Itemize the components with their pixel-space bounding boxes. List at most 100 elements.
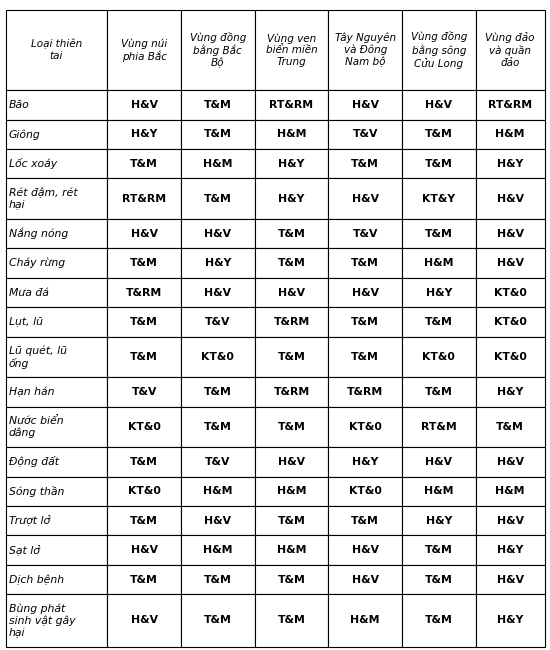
Text: T&RM: T&RM [273, 387, 310, 397]
Bar [107, 120, 181, 149]
Bar [107, 90, 181, 120]
Bar [328, 90, 402, 120]
Text: Tây Nguyên
và Đông
Nam bộ: Tây Nguyên và Đông Nam bộ [334, 32, 396, 68]
Bar [476, 219, 544, 248]
Text: H&M: H&M [203, 545, 233, 555]
Bar [402, 90, 476, 120]
Text: H&V: H&V [497, 575, 524, 584]
Bar [328, 536, 402, 565]
Bar [328, 594, 402, 647]
Text: H&V: H&V [351, 100, 379, 110]
Bar [402, 337, 476, 377]
Text: H&V: H&V [130, 545, 158, 555]
Text: T&M: T&M [278, 515, 305, 526]
Text: KT&0: KT&0 [422, 352, 455, 362]
Text: KT&0: KT&0 [128, 422, 161, 432]
Text: H&V: H&V [130, 229, 158, 239]
Text: H&M: H&M [277, 486, 306, 497]
Text: H&M: H&M [277, 545, 306, 555]
Text: T&M: T&M [204, 129, 232, 139]
Bar [181, 407, 255, 447]
Text: H&Y: H&Y [497, 545, 523, 555]
Bar [476, 10, 544, 90]
Text: H&V: H&V [425, 457, 453, 467]
Bar [6, 407, 107, 447]
Bar [476, 307, 544, 337]
Bar [476, 476, 544, 506]
Text: H&V: H&V [278, 457, 305, 467]
Bar [107, 179, 181, 219]
Bar [328, 565, 402, 594]
Bar [476, 594, 544, 647]
Text: H&Y: H&Y [278, 159, 305, 169]
Text: KT&0: KT&0 [494, 317, 526, 327]
Text: T&M: T&M [204, 100, 232, 110]
Bar [402, 407, 476, 447]
Bar [181, 565, 255, 594]
Bar [107, 476, 181, 506]
Text: T&M: T&M [130, 352, 158, 362]
Bar [255, 447, 328, 476]
Text: T&M: T&M [425, 387, 453, 397]
Text: H&M: H&M [277, 129, 306, 139]
Text: Lốc xoáy: Lốc xoáy [9, 158, 57, 169]
Text: H&V: H&V [351, 545, 379, 555]
Text: H&V: H&V [497, 194, 524, 203]
Text: T&V: T&V [353, 229, 378, 239]
Bar [107, 407, 181, 447]
Text: T&M: T&M [351, 352, 379, 362]
Bar [181, 447, 255, 476]
Text: H&V: H&V [497, 258, 524, 268]
Bar [328, 476, 402, 506]
Text: T&M: T&M [204, 422, 232, 432]
Bar [476, 506, 544, 536]
Text: H&V: H&V [425, 100, 453, 110]
Bar [402, 476, 476, 506]
Text: KT&0: KT&0 [349, 486, 382, 497]
Bar [6, 337, 107, 377]
Text: Nước biển
dâng: Nước biển dâng [9, 416, 63, 438]
Bar [402, 278, 476, 307]
Text: H&Y: H&Y [497, 387, 523, 397]
Bar [181, 90, 255, 120]
Bar [107, 149, 181, 179]
Bar [328, 248, 402, 278]
Bar [255, 149, 328, 179]
Bar [476, 337, 544, 377]
Bar [255, 536, 328, 565]
Bar [6, 594, 107, 647]
Text: H&V: H&V [351, 575, 379, 584]
Bar [402, 149, 476, 179]
Text: T&M: T&M [278, 575, 305, 584]
Bar [107, 278, 181, 307]
Bar [255, 506, 328, 536]
Bar [476, 179, 544, 219]
Bar [6, 278, 107, 307]
Bar [255, 219, 328, 248]
Text: T&V: T&V [353, 129, 378, 139]
Text: T&V: T&V [131, 387, 157, 397]
Bar [255, 248, 328, 278]
Bar [107, 219, 181, 248]
Text: T&M: T&M [351, 159, 379, 169]
Bar [181, 337, 255, 377]
Bar [402, 594, 476, 647]
Bar [402, 447, 476, 476]
Text: H&M: H&M [496, 486, 525, 497]
Bar [328, 307, 402, 337]
Text: Vùng đồng
bằng sông
Cửu Long: Vùng đồng bằng sông Cửu Long [411, 31, 467, 68]
Text: H&V: H&V [204, 515, 232, 526]
Bar [328, 337, 402, 377]
Text: T&M: T&M [278, 616, 305, 625]
Text: T&M: T&M [496, 422, 524, 432]
Bar [328, 10, 402, 90]
Text: Rét đậm, rét
hại: Rét đậm, rét hại [9, 188, 78, 210]
Text: Sạt lở: Sạt lở [9, 545, 40, 556]
Bar [402, 536, 476, 565]
Bar [402, 506, 476, 536]
Text: Vùng ven
biển miền
Trung: Vùng ven biển miền Trung [266, 33, 317, 67]
Text: Dịch bệnh: Dịch bệnh [9, 575, 64, 585]
Bar [181, 219, 255, 248]
Text: KT&0: KT&0 [201, 352, 234, 362]
Text: Bão: Bão [9, 100, 30, 110]
